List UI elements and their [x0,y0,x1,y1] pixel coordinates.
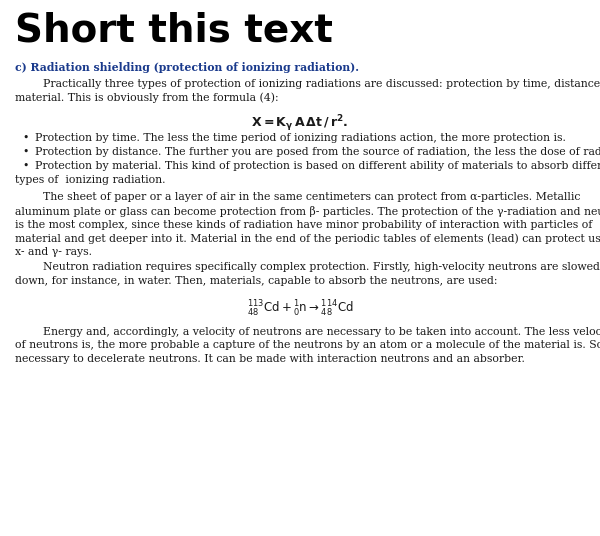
Text: of neutrons is, the more probable a capture of the neutrons by an atom or a mole: of neutrons is, the more probable a capt… [15,340,600,351]
Text: •: • [23,133,29,143]
Text: The sheet of paper or a layer of air in the same centimeters can protect from α-: The sheet of paper or a layer of air in … [15,192,580,202]
Text: x- and γ- rays.: x- and γ- rays. [15,248,92,257]
Text: Protection by distance. The further you are posed from the source of radiation, : Protection by distance. The further you … [35,147,600,157]
Text: material and get deeper into it. Material in the end of the periodic tables of e: material and get deeper into it. Materia… [15,234,600,244]
Text: types of  ionizing radiation.: types of ionizing radiation. [15,175,166,185]
Text: •: • [23,161,29,171]
Text: Neutron radiation requires specifically complex protection. Firstly, high-veloci: Neutron radiation requires specifically … [15,263,600,272]
Text: c) Radiation shielding (protection of ionizing radiation).: c) Radiation shielding (protection of io… [15,62,359,73]
Text: •: • [23,147,29,157]
Text: down, for instance, in water. Then, materials, capable to absorb the neutrons, a: down, for instance, in water. Then, mate… [15,277,497,286]
Text: Protection by material. This kind of protection is based on different ability of: Protection by material. This kind of pro… [35,161,600,171]
Text: Energy and, accordingly, a velocity of neutrons are necessary to be taken into a: Energy and, accordingly, a velocity of n… [15,326,600,337]
Text: Short this text: Short this text [15,12,333,50]
Text: is the most complex, since these kinds of radiation have minor probability of in: is the most complex, since these kinds o… [15,220,592,229]
Text: Practically three types of protection of ionizing radiations are discussed: prot: Practically three types of protection of… [15,79,600,89]
Text: Protection by time. The less the time period of ionizing radiations action, the : Protection by time. The less the time pe… [35,133,566,143]
Text: material. This is obviously from the formula (4):: material. This is obviously from the for… [15,93,278,103]
Text: $\mathbf{X = K_{\gamma}\, A\, \Delta t\, /\, r^{2}.}$: $\mathbf{X = K_{\gamma}\, A\, \Delta t\,… [251,114,349,134]
Text: aluminum plate or glass can become protection from β- particles. The protection : aluminum plate or glass can become prote… [15,206,600,217]
Text: $^{113}_{48}\mathrm{Cd} + ^{1}_{0}\mathrm{n} \rightarrow ^{114}_{48}\mathrm{Cd}$: $^{113}_{48}\mathrm{Cd} + ^{1}_{0}\mathr… [247,299,353,319]
Text: necessary to decelerate neutrons. It can be made with interaction neutrons and a: necessary to decelerate neutrons. It can… [15,354,525,364]
